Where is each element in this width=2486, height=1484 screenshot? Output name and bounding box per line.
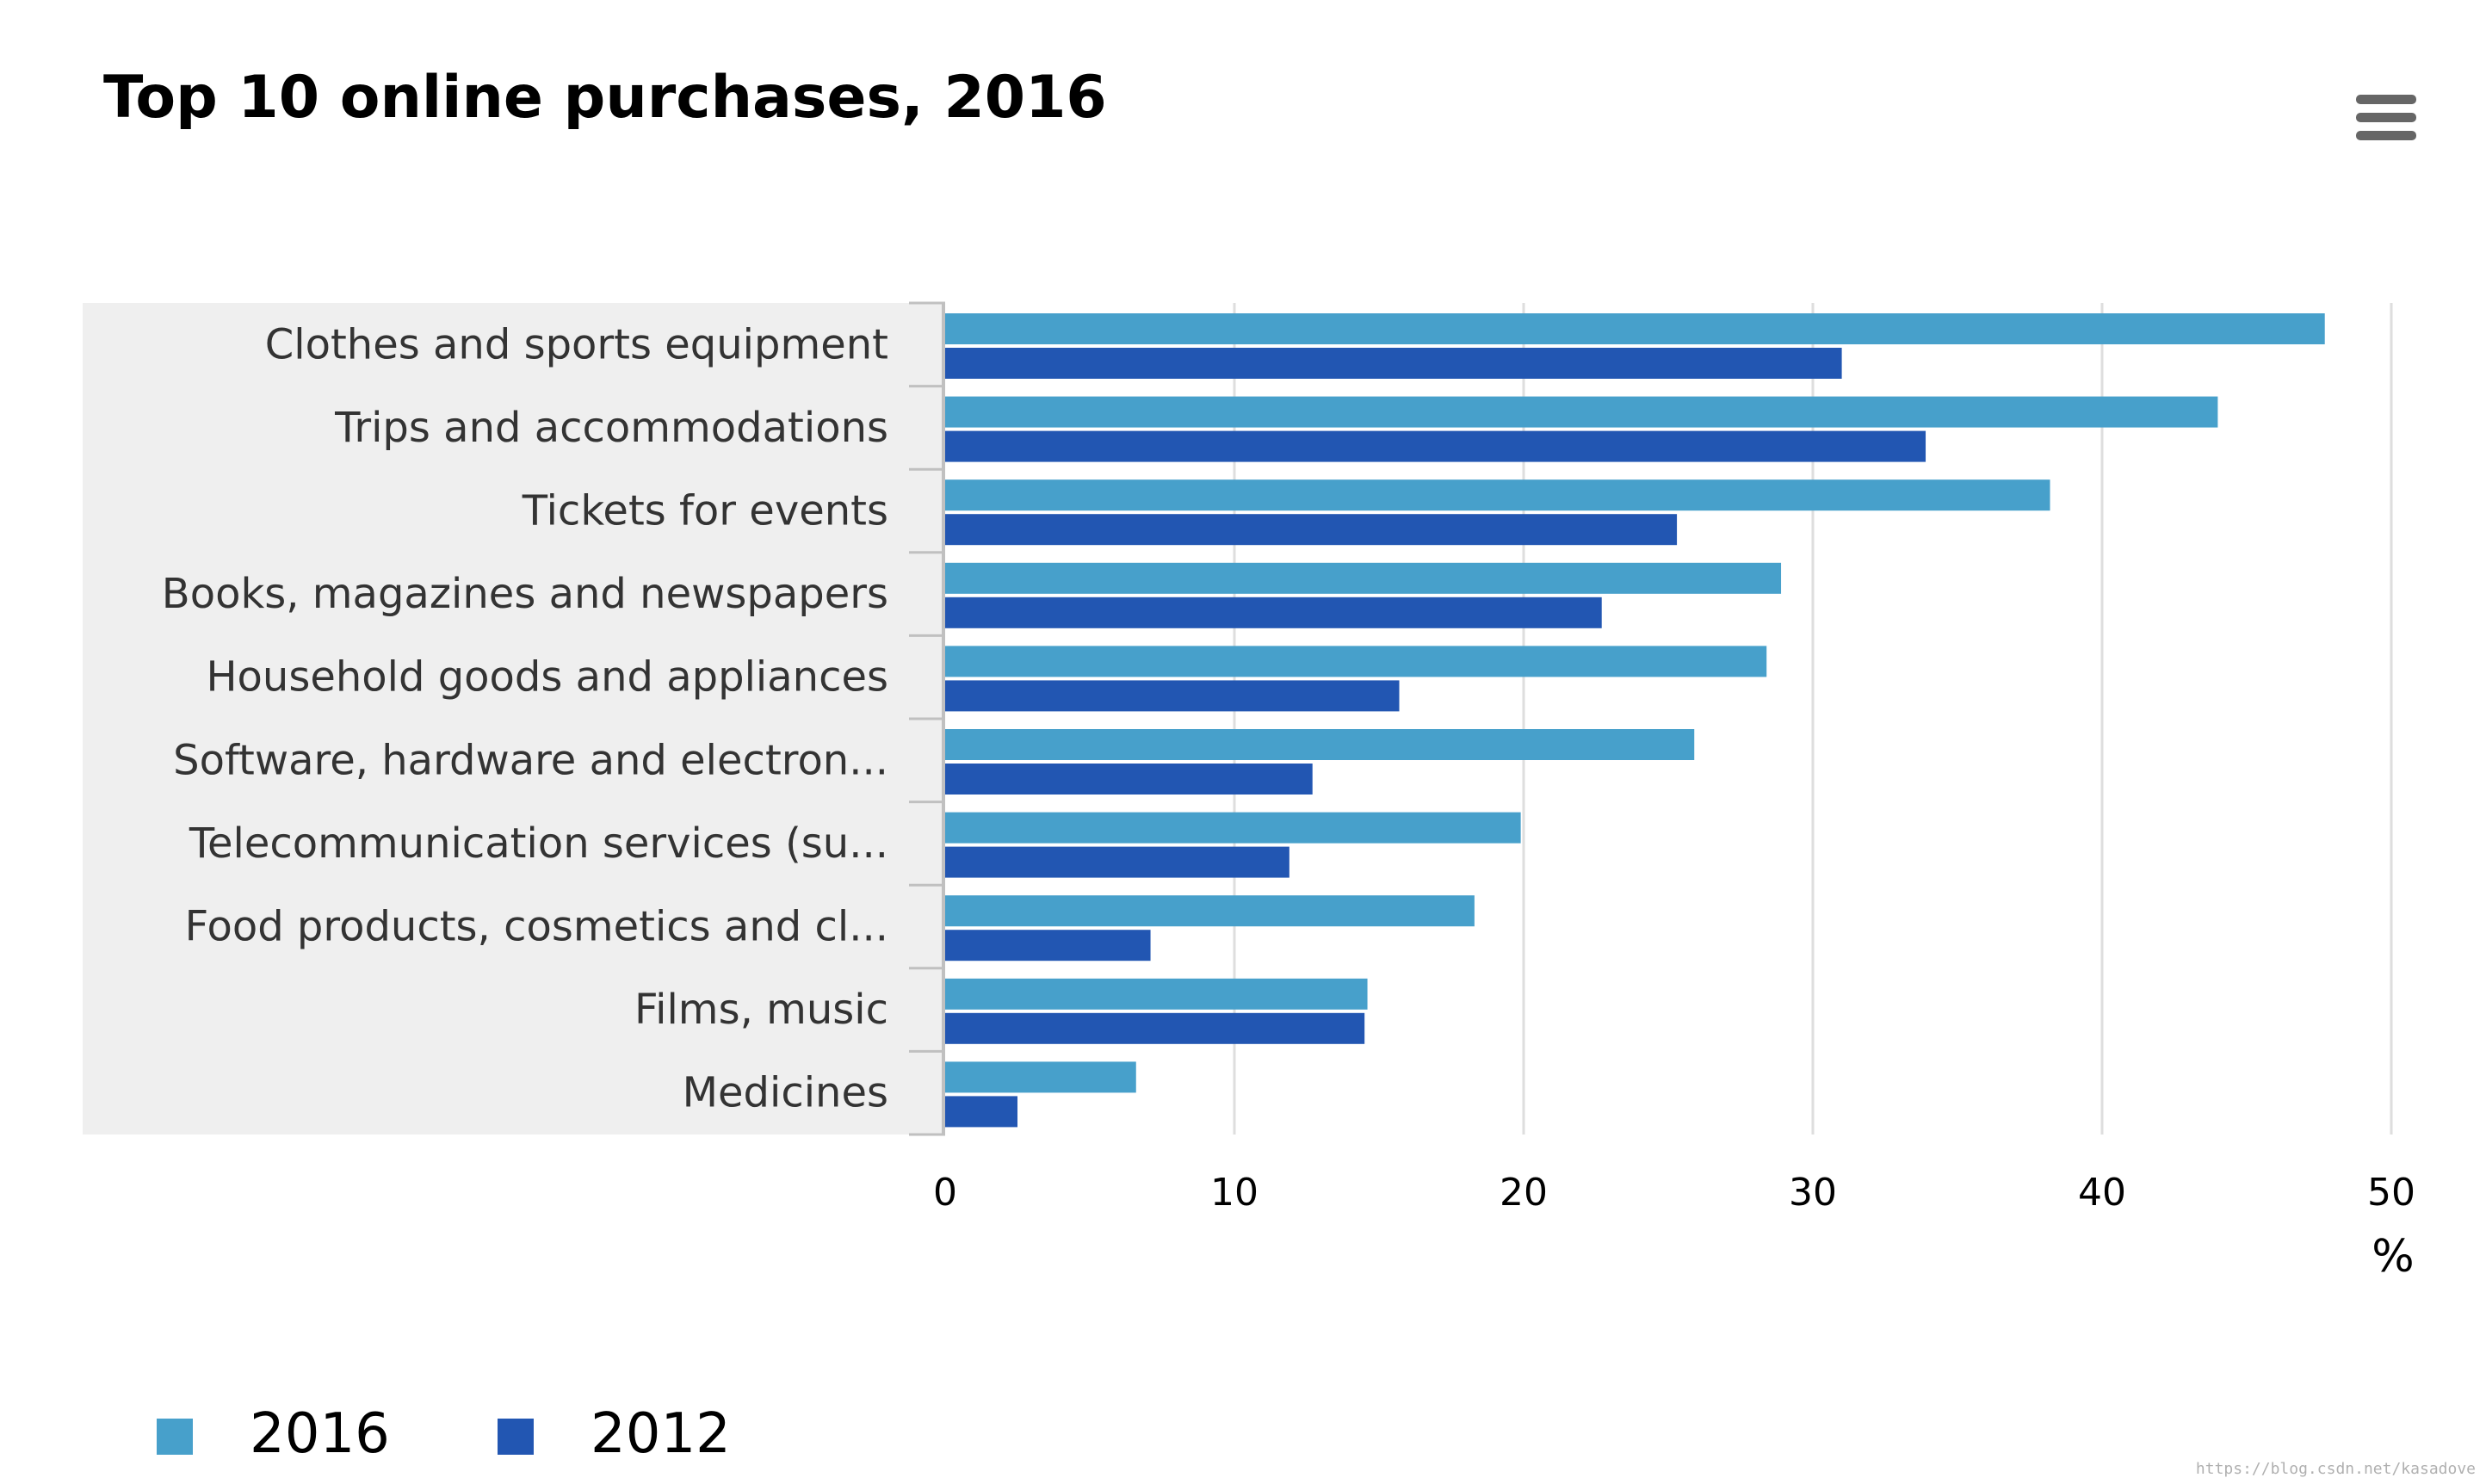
bar-2016-6 [945, 812, 1521, 844]
bar-2012-5 [945, 764, 1313, 795]
legend-label-2016: 2016 [250, 1402, 390, 1466]
bar-2012-3 [945, 597, 1602, 628]
x-tick-label-30: 30 [1789, 1171, 1837, 1215]
category-label-6: Telecommunication services (su... [189, 819, 888, 868]
x-tick-label-10: 10 [1210, 1171, 1258, 1215]
x-tick-label-0: 0 [933, 1171, 957, 1215]
bar-2016-9 [945, 1061, 1136, 1093]
bar-2016-5 [945, 729, 1695, 760]
legend-swatch-2016 [157, 1419, 193, 1455]
chart-title: Top 10 online purchases, 2016 [103, 64, 1107, 132]
legend-label-2012: 2012 [591, 1402, 731, 1466]
category-label-2: Tickets for events [522, 487, 888, 535]
bar-2016-8 [945, 978, 1368, 1010]
bar-2012-8 [945, 1012, 1365, 1044]
legend: 2016 2012 [157, 1402, 731, 1466]
bar-2012-7 [945, 930, 1151, 962]
category-label-5: Software, hardware and electron... [173, 736, 888, 784]
category-label-4: Household goods and appliances [206, 653, 888, 702]
category-label-0: Clothes and sports equipment [265, 320, 888, 368]
bar-2016-4 [945, 646, 1767, 677]
bar-2016-0 [945, 313, 2325, 344]
bar-2016-7 [945, 895, 1475, 927]
gridlines [1233, 303, 2393, 1135]
category-axis-background [83, 303, 943, 1135]
category-label-9: Medicines [683, 1069, 888, 1117]
bar-2016-2 [945, 479, 2050, 511]
category-axis-ticks [909, 301, 945, 1136]
x-tick-label-40: 40 [2078, 1171, 2126, 1215]
bar-2012-1 [945, 430, 1926, 462]
bar-2012-6 [945, 846, 1289, 878]
bar-2016-1 [945, 396, 2218, 428]
x-tick-label-20: 20 [1500, 1171, 1548, 1215]
x-tick-label-50: 50 [2367, 1171, 2415, 1215]
category-label-3: Books, magazines and newspapers [162, 570, 888, 618]
bar-2012-9 [945, 1096, 1017, 1128]
bar-2012-4 [945, 680, 1400, 712]
bar-2012-0 [945, 348, 1842, 379]
x-axis-tick-labels: 0 10 20 30 40 50 [933, 1171, 2415, 1215]
hamburger-menu-icon[interactable] [2356, 93, 2416, 145]
watermark: https://blog.csdn.net/kasadove [2196, 1460, 2476, 1478]
category-label-1: Trips and accommodations [334, 404, 888, 452]
category-labels: Clothes and sports equipment Trips and ac… [162, 320, 888, 1116]
category-label-7: Food products, cosmetics and cl... [185, 903, 888, 951]
bars [945, 313, 2325, 1128]
bar-2012-2 [945, 514, 1678, 546]
legend-swatch-2012 [498, 1419, 534, 1455]
category-label-8: Films, music [634, 986, 888, 1034]
bar-2016-3 [945, 562, 1782, 594]
x-axis-unit-label: % [2372, 1231, 2414, 1283]
